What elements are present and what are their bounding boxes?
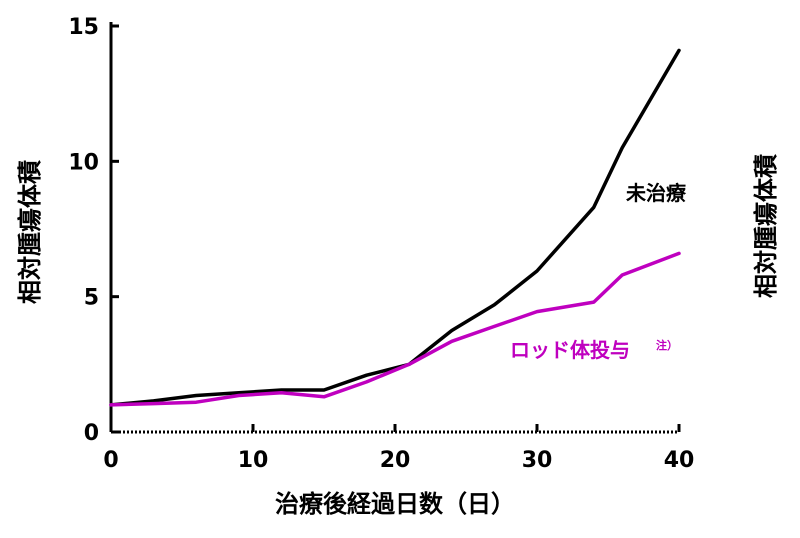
x-tick-label: 0	[103, 448, 118, 473]
series-label-rod: ロッド体投与	[510, 338, 630, 362]
x-tick-label: 40	[664, 448, 695, 473]
series-line-1	[109, 251, 681, 407]
y-tick-label: 15	[68, 15, 99, 40]
series-label-rod-note: 注）	[656, 338, 678, 352]
x-tick-label: 10	[238, 448, 269, 473]
x-tick-label: 30	[522, 448, 553, 473]
series-lines	[109, 48, 681, 407]
tick-labels: 0 5 10 15 0 10 20 30 40	[68, 15, 694, 473]
y-axis-title: 相対腫瘍体積	[16, 160, 44, 304]
y-tick-label: 0	[84, 421, 99, 446]
series-line-0	[109, 48, 681, 407]
y-tick-label: 10	[68, 150, 99, 175]
x-tick-label: 20	[380, 448, 411, 473]
x-axis-title: 治療後経過日数（日）	[275, 490, 515, 518]
y-axis-title-right: 相対腫瘍体積	[752, 154, 780, 298]
y-tick-label: 5	[84, 286, 99, 311]
series-label-untreated: 未治療	[626, 181, 686, 205]
